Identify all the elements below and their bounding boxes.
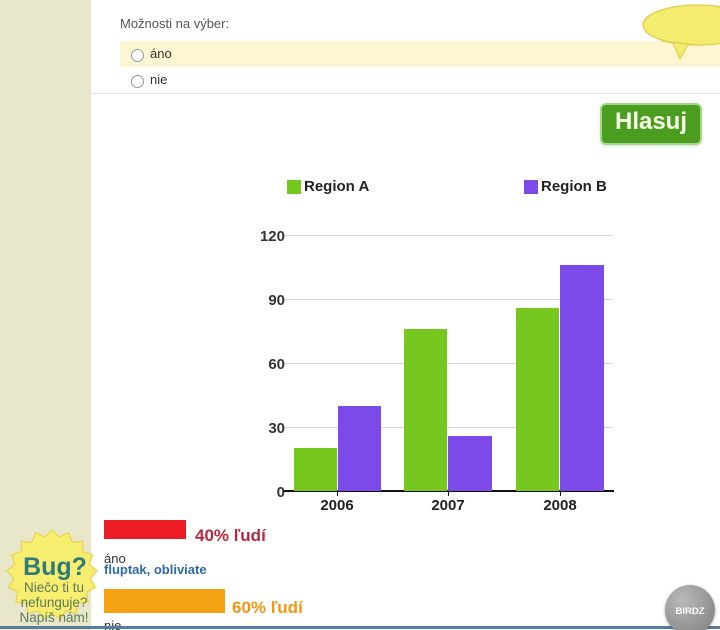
svg-text:BIRDZ: BIRDZ <box>675 606 704 617</box>
